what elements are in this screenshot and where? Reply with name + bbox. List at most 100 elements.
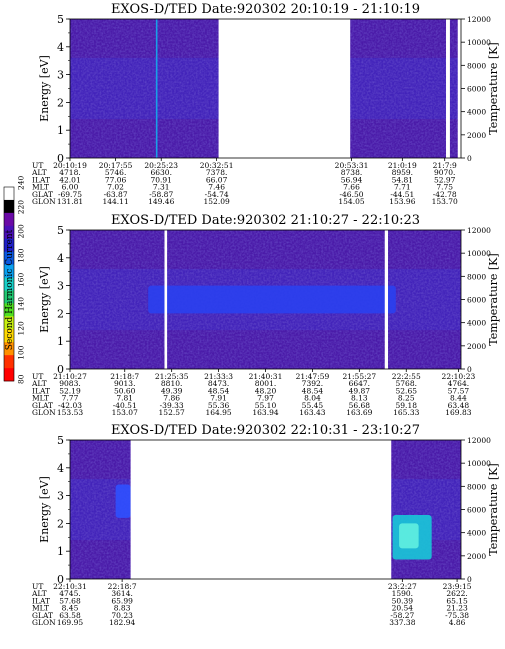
table-cell: 52.19 (59, 386, 81, 395)
table-row-label: ILAT (32, 386, 50, 395)
y2-tick-label: 2000 (467, 552, 486, 561)
table-cell: 7392. (302, 379, 323, 388)
table-cell: 153.53 (57, 408, 83, 417)
colorbar-frame (3, 186, 15, 382)
table-cell: -39.33 (160, 401, 184, 410)
table-cell: 8.04 (304, 394, 321, 403)
table-cell: 48.20 (255, 386, 277, 395)
table-cell: 55.10 (255, 401, 277, 410)
y-tick-label: 3 (57, 490, 64, 503)
table-cell: 23:9:15 (443, 582, 472, 591)
table-cell: -63.87 (104, 190, 128, 199)
y2-axis-label: Temperature [K] (487, 463, 500, 555)
panel-1: EXOS-D/TED Date:920302 20:10:19 - 21:10:… (31, 2, 500, 206)
y-tick-label: 0 (57, 152, 64, 165)
colorbar-swatch (4, 329, 14, 343)
table-cell: 20:25:23 (144, 161, 178, 170)
table-cell: 163.94 (252, 408, 278, 417)
colorbar-tick-label: 200 (17, 224, 26, 239)
table-cell: 8473. (208, 379, 229, 388)
y-tick-label: 3 (57, 69, 64, 82)
colorbar-swatch (4, 238, 14, 252)
table-row-label: GLAT (32, 190, 53, 199)
table-cell: 20:10:19 (53, 161, 87, 170)
heatmap-patch (148, 285, 396, 314)
table-row-label: GLON (32, 618, 56, 627)
colorbar-swatch (4, 199, 14, 214)
data-gap (164, 230, 168, 369)
table-cell: 1590. (392, 589, 413, 598)
table-cell: 70.91 (150, 175, 171, 184)
table-cell: 131.81 (57, 197, 83, 206)
table-cell: -44.51 (390, 190, 414, 199)
table-cell: -58.87 (149, 190, 173, 199)
table-cell: 63.48 (448, 401, 470, 410)
table-cell: 7.66 (343, 183, 360, 192)
y-tick-label: 0 (57, 573, 64, 586)
y-tick-label: 3 (57, 280, 64, 293)
table-cell: 56.94 (341, 175, 363, 184)
table-cell: 9083. (59, 379, 80, 388)
colorbar-tick-label: 80 (17, 374, 26, 384)
y2-tick-label: 4000 (467, 108, 486, 117)
table-row-label: ALT (31, 168, 47, 177)
table-cell: 6647. (349, 379, 370, 388)
table-cell: 7.81 (116, 394, 133, 403)
table-cell: 4.86 (449, 618, 466, 627)
table-cell: 5746. (105, 168, 126, 177)
table-cell: 4718. (59, 168, 80, 177)
y2-axis-label: Temperature [K] (487, 253, 500, 345)
data-gap (446, 19, 450, 158)
colorbar-ticks: 240 220 200 180 160 140 120 100 80 (17, 175, 26, 384)
table-cell: 154.05 (338, 197, 364, 206)
table-cell: 7378. (206, 168, 227, 177)
table-cell: 153.07 (112, 408, 138, 417)
y2-tick-label: 0 (467, 575, 472, 584)
y-axis-label: Energy [eV] (38, 55, 51, 122)
colorbar-swatch (4, 290, 14, 304)
y-tick-label: 2 (57, 517, 64, 530)
table-cell: 65.15 (446, 596, 468, 605)
table-cell: 8810. (161, 379, 182, 388)
table-cell: -75.38 (445, 611, 469, 620)
table-cell: 7.75 (436, 183, 453, 192)
data-gap (130, 440, 392, 579)
table-row-label: MLT (32, 183, 49, 192)
y2-tick-label: 0 (467, 365, 472, 374)
y2-tick-label: 8000 (467, 272, 486, 281)
y-tick-label: 5 (57, 13, 64, 26)
table-cell: 9070. (434, 168, 455, 177)
table-cell: 169.95 (57, 618, 83, 627)
table-cell: 52.97 (434, 175, 456, 184)
y2-tick-label: 2000 (467, 131, 486, 140)
colorbar-tick-label: 100 (17, 345, 26, 360)
heatmap-streak (155, 19, 158, 158)
colorbar-tick-label: 120 (17, 321, 26, 336)
y2-tick-label: 8000 (467, 61, 486, 70)
table-cell: -69.75 (58, 190, 82, 199)
y2-tick-label: 8000 (467, 482, 486, 491)
y2-tick-label: 4000 (467, 319, 486, 328)
table-cell: 49.87 (349, 386, 371, 395)
table-cell: 8.83 (114, 604, 131, 613)
table-cell: 77.06 (105, 175, 127, 184)
table-cell: 163.69 (346, 408, 372, 417)
colorbar-tick-label: 160 (17, 272, 26, 287)
y2-axis-label: Temperature [K] (487, 42, 500, 134)
colorbar-swatches (3, 186, 15, 382)
table-cell: 8001. (255, 379, 276, 388)
table-cell: 8.44 (450, 394, 467, 403)
data-gap (218, 19, 351, 158)
heatmap-patch (399, 523, 419, 549)
y2-tick-label: 4000 (467, 529, 486, 538)
data-gap (384, 230, 389, 369)
y-tick-label: 5 (57, 434, 64, 447)
table-cell: 152.57 (159, 408, 185, 417)
y2-tick-label: 10000 (467, 38, 491, 47)
colorbar-swatch (4, 277, 14, 291)
y-tick-label: 2 (57, 96, 64, 109)
colorbar-swatch (4, 212, 14, 227)
y-tick-label: 4 (57, 252, 64, 265)
table-cell: 149.46 (148, 197, 174, 206)
table-row-label: ILAT (32, 596, 50, 605)
